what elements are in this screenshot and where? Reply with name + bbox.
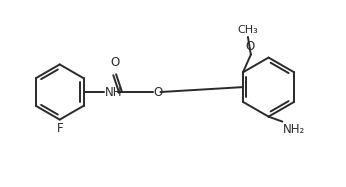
Text: CH₃: CH₃ [237, 25, 258, 35]
Text: F: F [56, 122, 63, 135]
Text: NH: NH [105, 85, 123, 99]
Text: O: O [245, 40, 255, 53]
Text: O: O [154, 85, 163, 99]
Text: NH₂: NH₂ [283, 122, 306, 136]
Text: O: O [110, 56, 120, 69]
